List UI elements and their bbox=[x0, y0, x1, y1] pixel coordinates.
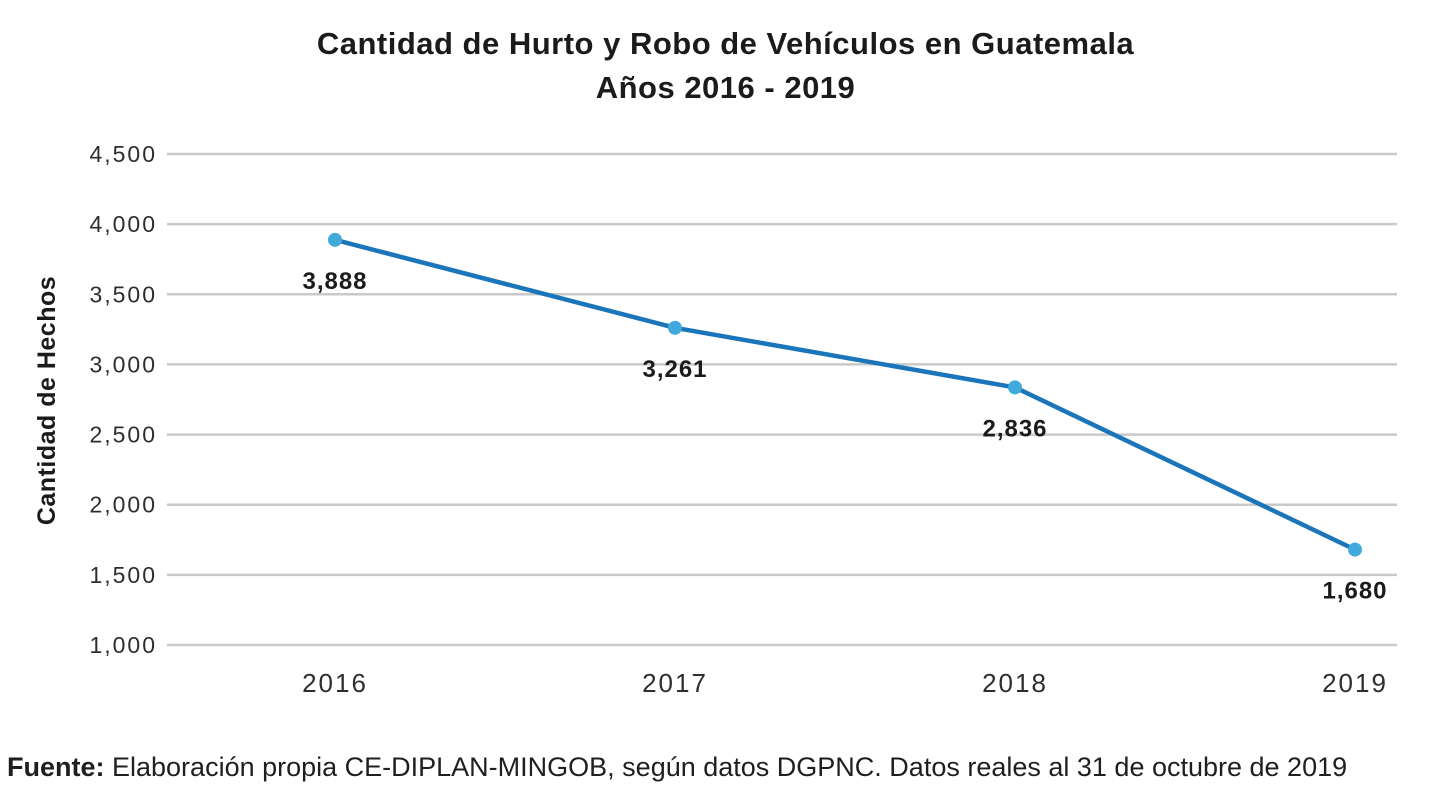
source-note: Fuente: Elaboración propia CE-DIPLAN-MIN… bbox=[7, 752, 1447, 783]
source-note-label: Fuente: bbox=[7, 752, 105, 782]
data-point-marker bbox=[1348, 542, 1362, 557]
y-tick-label: 3,000 bbox=[89, 351, 157, 377]
y-tick-label: 3,500 bbox=[89, 281, 157, 307]
x-tick-label: 2017 bbox=[642, 668, 708, 698]
source-note-text: Elaboración propia CE-DIPLAN-MINGOB, seg… bbox=[104, 752, 1348, 782]
y-tick-label: 1,500 bbox=[89, 562, 157, 588]
y-tick-label: 2,500 bbox=[89, 422, 157, 448]
data-point-label: 2,836 bbox=[982, 415, 1047, 442]
y-tick-label: 2,000 bbox=[89, 492, 157, 518]
chart-title-line2: Años 2016 - 2019 bbox=[595, 70, 856, 105]
data-point-marker bbox=[328, 232, 342, 247]
y-tick-label: 4,000 bbox=[89, 211, 157, 237]
data-point-label: 3,261 bbox=[642, 356, 707, 383]
y-tick-label: 1,000 bbox=[89, 632, 157, 658]
line-chart: 4,500 4,000 3,500 3,000 2,500 2,000 1,500 1,000… bbox=[89, 141, 1397, 698]
data-point-marker bbox=[668, 320, 682, 335]
x-tick-label: 2019 bbox=[1322, 668, 1388, 698]
chart-title-line1: Cantidad de Hurto y Robo de Vehículos en… bbox=[316, 26, 1135, 61]
data-point-label: 3,888 bbox=[302, 268, 367, 295]
series-line bbox=[332, 237, 1358, 552]
x-tick-label: 2018 bbox=[982, 668, 1048, 698]
data-point-label: 1,680 bbox=[1322, 578, 1387, 605]
x-tick-label: 2016 bbox=[302, 668, 368, 698]
y-tick-label: 4,500 bbox=[89, 141, 157, 167]
data-point-marker bbox=[1008, 380, 1022, 395]
chart-title: Cantidad de Hurto y Robo de Vehículos en… bbox=[0, 22, 1451, 110]
